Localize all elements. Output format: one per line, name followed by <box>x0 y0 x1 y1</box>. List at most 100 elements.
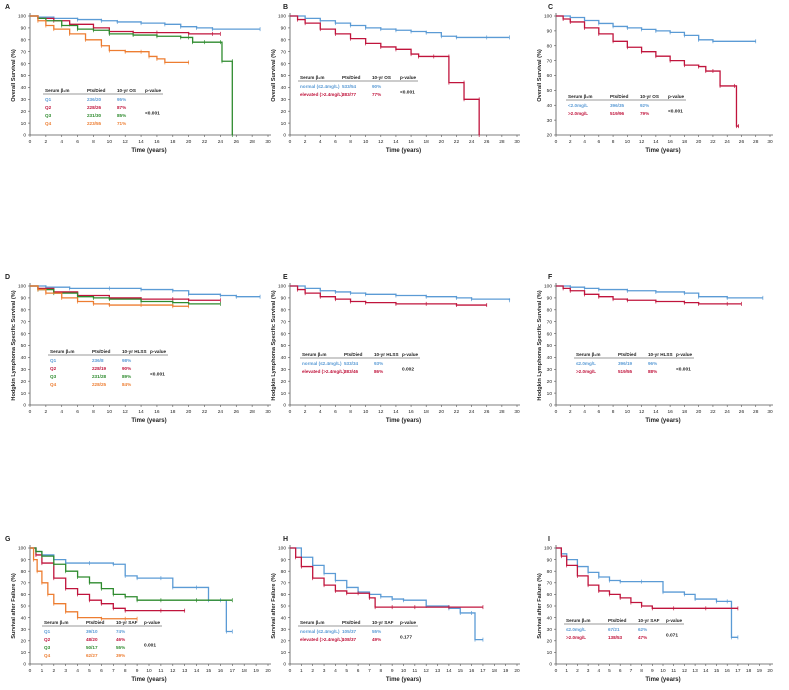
y-tick-label: 60 <box>21 331 27 337</box>
table-row-label: normal (≤2.4mg/L) <box>300 629 340 634</box>
x-tick-label: 18 <box>746 668 752 674</box>
table-row-stat: 47% <box>638 635 647 640</box>
table-row-stat: 84% <box>122 382 131 387</box>
y-tick-label: 30 <box>281 367 287 373</box>
panel-label: G <box>5 536 11 543</box>
y-tick-label: 0 <box>549 403 552 409</box>
x-tick-label: 8 <box>349 139 352 145</box>
x-tick-label: 30 <box>767 139 773 145</box>
table-row-pts: 236/20 <box>87 97 101 102</box>
table-header: Pts/Died <box>342 75 361 80</box>
y-tick-label: 60 <box>547 331 553 337</box>
x-tick-label: 30 <box>514 409 520 415</box>
x-tick-label: 13 <box>182 668 188 674</box>
x-tick-label: 18 <box>492 668 498 674</box>
table-row-stat: 96% <box>648 361 657 366</box>
y-tick-label: 30 <box>281 97 287 103</box>
table-header: 10-yr OS <box>640 94 659 99</box>
x-tick-label: 26 <box>739 409 745 415</box>
x-tick-label: 0 <box>555 668 558 674</box>
x-tick-label: 16 <box>218 668 224 674</box>
y-tick-label: 50 <box>547 88 553 94</box>
table-row-stat: 98% <box>122 358 131 363</box>
table-row-label: Q4 <box>44 653 51 658</box>
table-row-pts: 228/26 <box>87 105 101 110</box>
table-row-label: >2.0mg/L <box>568 111 588 116</box>
x-tick-label: 30 <box>265 409 271 415</box>
x-tick-label: 22 <box>710 139 716 145</box>
y-tick-label: 70 <box>21 49 27 55</box>
x-tick-label: 0 <box>289 139 292 145</box>
x-tick-label: 5 <box>608 668 611 674</box>
y-tick-label: 20 <box>281 639 287 645</box>
table-row-pts: 67/21 <box>608 627 620 632</box>
table-row-stat: 46% <box>116 637 125 642</box>
y-tick-label: 70 <box>21 581 27 587</box>
x-tick-label: 10 <box>107 139 113 145</box>
table-pvalue: 0.001 <box>144 643 156 649</box>
x-tick-label: 15 <box>714 668 720 674</box>
x-axis-title: Time (years) <box>386 148 421 154</box>
y-tick-label: 100 <box>278 284 286 290</box>
table-row-pts: 138/53 <box>608 635 622 640</box>
x-tick-label: 28 <box>753 409 759 415</box>
x-tick-label: 24 <box>469 139 475 145</box>
y-axis-title: Hodgkin Lymphoma Specific Survival (%) <box>11 290 17 400</box>
y-tick-label: 80 <box>21 569 27 575</box>
table-header: Serum β₂m <box>300 620 325 625</box>
table-row-stat: 90% <box>372 84 381 89</box>
panel-label: D <box>5 274 10 281</box>
table-row-stat: 55% <box>116 645 125 650</box>
x-axis-title: Time (years) <box>645 677 680 683</box>
table-row-stat: 62% <box>638 627 647 632</box>
y-tick-label: 20 <box>281 379 287 385</box>
x-tick-label: 6 <box>357 668 360 674</box>
x-tick-label: 19 <box>757 668 763 674</box>
table-row-label: Q1 <box>45 97 52 102</box>
table-row-stat: 95% <box>117 97 126 102</box>
x-tick-label: 4 <box>319 409 322 415</box>
x-tick-label: 20 <box>767 668 773 674</box>
y-tick-label: 50 <box>281 73 287 79</box>
x-tick-label: 20 <box>186 409 192 415</box>
table-header: Pts/Died <box>608 618 627 623</box>
x-tick-label: 22 <box>454 139 460 145</box>
x-tick-label: 19 <box>503 668 509 674</box>
x-axis-title: Time (years) <box>386 677 421 683</box>
y-tick-label: 10 <box>547 391 553 397</box>
y-tick-label: 70 <box>547 581 553 587</box>
x-tick-label: 20 <box>186 139 192 145</box>
y-tick-label: 20 <box>21 639 27 645</box>
x-tick-label: 14 <box>703 668 709 674</box>
y-tick-label: 60 <box>21 592 27 598</box>
x-tick-label: 30 <box>265 139 271 145</box>
y-tick-label: 40 <box>281 615 287 621</box>
table-header: Serum β₂m <box>300 75 325 80</box>
y-axis-title: Survival after Failure (%) <box>271 573 277 639</box>
table-row-pts: 396/19 <box>618 361 632 366</box>
x-tick-label: 12 <box>424 668 430 674</box>
x-tick-label: 14 <box>653 139 659 145</box>
x-tick-label: 16 <box>667 409 673 415</box>
table-row-stat: 49% <box>372 637 381 642</box>
x-tick-label: 18 <box>242 668 248 674</box>
x-tick-label: 10 <box>660 668 666 674</box>
x-tick-label: 20 <box>696 139 702 145</box>
table-pvalue: <0.001 <box>668 109 683 115</box>
x-tick-label: 2 <box>304 139 307 145</box>
y-axis-title: Overall Survival (%) <box>271 49 277 102</box>
table-header: 10-yr SAF <box>638 618 660 623</box>
x-tick-label: 6 <box>597 409 600 415</box>
table-row-stat: 85% <box>117 113 126 118</box>
table-row-label: Q3 <box>44 645 51 650</box>
y-tick-label: 80 <box>547 569 553 575</box>
x-axis-title: Time (years) <box>645 418 680 424</box>
x-tick-label: 6 <box>76 409 79 415</box>
x-tick-label: 3 <box>587 668 590 674</box>
y-tick-label: 80 <box>281 569 287 575</box>
x-tick-label: 8 <box>640 668 643 674</box>
x-tick-label: 22 <box>202 409 208 415</box>
x-tick-label: 20 <box>265 668 271 674</box>
